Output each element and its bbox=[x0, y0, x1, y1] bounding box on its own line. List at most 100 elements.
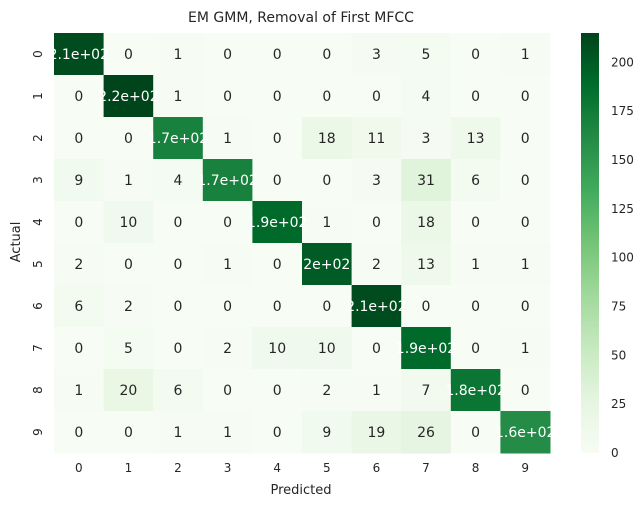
cell-annotation-4-2: 0 bbox=[174, 215, 183, 231]
x-tick-label: 5 bbox=[323, 461, 331, 475]
cell-annotation-0-0: 2.1e+02 bbox=[49, 47, 109, 63]
heatmap-cell-3-5 bbox=[302, 159, 353, 202]
cell-annotation-5-2: 0 bbox=[174, 257, 183, 273]
cell-annotation-2-2: 1.7e+02 bbox=[148, 131, 208, 147]
heatmap-cell-5-6 bbox=[351, 243, 402, 286]
heatmap-cell-6-1 bbox=[103, 285, 154, 328]
heatmap-cell-3-9 bbox=[500, 159, 551, 202]
cell-annotation-6-0: 6 bbox=[74, 299, 83, 315]
heatmap-cell-1-1 bbox=[103, 75, 154, 118]
cell-annotation-8-2: 6 bbox=[174, 383, 183, 399]
x-tick-labels: 0 1 2 3 4 5 6 7 8 9 bbox=[75, 461, 529, 475]
y-tick-label: 6 bbox=[31, 302, 45, 310]
cell-annotation-7-0: 0 bbox=[74, 341, 83, 357]
heatmap-cell-5-7 bbox=[401, 243, 452, 286]
cell-annotation-5-1: 0 bbox=[124, 257, 133, 273]
cell-annotation-8-3: 0 bbox=[223, 383, 232, 399]
cell-annotation-5-6: 2 bbox=[372, 257, 381, 273]
heatmap-cell-4-2 bbox=[153, 201, 204, 244]
cell-annotation-0-4: 0 bbox=[273, 47, 282, 63]
heatmap-cell-6-8 bbox=[450, 285, 501, 328]
y-tick-label: 5 bbox=[31, 260, 45, 268]
heatmap-cell-3-6 bbox=[351, 159, 402, 202]
colorbar-tick-label: 100 bbox=[611, 251, 634, 265]
cell-annotation-3-8: 6 bbox=[471, 173, 480, 189]
cell-annotation-7-9: 1 bbox=[521, 341, 530, 357]
x-tick-label: 6 bbox=[373, 461, 381, 475]
heatmap-cell-6-6 bbox=[351, 285, 402, 328]
colorbar-ticks: 0 25 50 75 100 125 150 175 200 bbox=[611, 55, 634, 460]
heatmap-cell-4-8 bbox=[450, 201, 501, 244]
cell-annotation-0-2: 1 bbox=[174, 47, 183, 63]
x-tick-label: 9 bbox=[521, 461, 529, 475]
cell-annotation-4-4: 1.9e+02 bbox=[247, 215, 307, 231]
cell-annotation-4-5: 1 bbox=[322, 215, 331, 231]
heatmap-cell-2-2 bbox=[153, 117, 204, 160]
cell-annotation-1-2: 1 bbox=[174, 89, 183, 105]
heatmap-cell-9-1 bbox=[103, 411, 154, 454]
colorbar-tick-label: 125 bbox=[611, 202, 634, 216]
cell-annotation-5-0: 2 bbox=[74, 257, 83, 273]
cell-annotation-3-9: 0 bbox=[521, 173, 530, 189]
heatmap-cell-0-4 bbox=[252, 33, 303, 76]
heatmap-cell-3-1 bbox=[103, 159, 154, 202]
heatmap-cell-4-3 bbox=[202, 201, 253, 244]
heatmap-cell-4-5 bbox=[302, 201, 353, 244]
cell-annotation-8-1: 20 bbox=[119, 383, 137, 399]
heatmap-cell-1-9 bbox=[500, 75, 551, 118]
heatmap-cell-6-9 bbox=[500, 285, 551, 328]
heatmap-cell-2-8 bbox=[450, 117, 501, 160]
heatmap-cell-9-5 bbox=[302, 411, 353, 454]
cell-annotation-2-7: 3 bbox=[422, 131, 431, 147]
cell-annotation-0-3: 0 bbox=[223, 47, 232, 63]
y-tick-label: 4 bbox=[31, 218, 45, 226]
cell-annotation-2-9: 0 bbox=[521, 131, 530, 147]
cell-annotation-3-2: 4 bbox=[174, 173, 183, 189]
colorbar-tick-label: 50 bbox=[611, 348, 626, 362]
cell-annotation-8-4: 0 bbox=[273, 383, 282, 399]
cell-annotation-9-6: 19 bbox=[367, 425, 385, 441]
heatmap-cell-8-4 bbox=[252, 369, 303, 412]
heatmap-cell-0-0 bbox=[54, 33, 105, 76]
heatmap-cell-7-1 bbox=[103, 327, 154, 370]
cell-annotation-0-5: 0 bbox=[322, 47, 331, 63]
cell-annotation-9-5: 9 bbox=[322, 425, 331, 441]
heatmap-cell-2-0 bbox=[54, 117, 105, 160]
y-tick-label: 2 bbox=[31, 134, 45, 142]
heatmap-cell-7-7 bbox=[401, 327, 452, 370]
heatmap-cells bbox=[54, 33, 551, 454]
cell-annotation-5-8: 1 bbox=[471, 257, 480, 273]
colorbar-tick-label: 200 bbox=[611, 55, 634, 69]
cell-annotation-9-9: 1.6e+02 bbox=[495, 425, 555, 441]
heatmap-cell-2-9 bbox=[500, 117, 551, 160]
heatmap-cell-6-0 bbox=[54, 285, 105, 328]
heatmap-cell-3-4 bbox=[252, 159, 303, 202]
heatmap-cell-2-1 bbox=[103, 117, 154, 160]
cell-annotation-7-5: 10 bbox=[318, 341, 336, 357]
heatmap-cell-1-7 bbox=[401, 75, 452, 118]
cell-annotation-3-7: 31 bbox=[417, 173, 435, 189]
heatmap-cell-5-3 bbox=[202, 243, 253, 286]
heatmap-cell-7-8 bbox=[450, 327, 501, 370]
cell-annotation-0-9: 1 bbox=[521, 47, 530, 63]
heatmap-cell-2-5 bbox=[302, 117, 353, 160]
cell-annotation-7-8: 0 bbox=[471, 341, 480, 357]
cell-annotation-3-3: 1.7e+02 bbox=[197, 173, 257, 189]
heatmap-cell-7-5 bbox=[302, 327, 353, 370]
cell-annotation-0-1: 0 bbox=[124, 47, 133, 63]
chart-title: EM GMM, Removal of First MFCC bbox=[188, 10, 414, 26]
cell-annotation-6-1: 2 bbox=[124, 299, 133, 315]
cell-annotation-8-5: 2 bbox=[322, 383, 331, 399]
heatmap-cell-0-2 bbox=[153, 33, 204, 76]
x-tick-label: 7 bbox=[422, 461, 430, 475]
y-tick-label: 3 bbox=[31, 176, 45, 184]
heatmap-cell-1-4 bbox=[252, 75, 303, 118]
heatmap-cell-6-2 bbox=[153, 285, 204, 328]
heatmap-cell-8-3 bbox=[202, 369, 253, 412]
cell-annotation-0-8: 0 bbox=[471, 47, 480, 63]
cell-annotation-1-6: 0 bbox=[372, 89, 381, 105]
heatmap-cell-7-6 bbox=[351, 327, 402, 370]
heatmap-cell-4-7 bbox=[401, 201, 452, 244]
cell-annotation-0-7: 5 bbox=[422, 47, 431, 63]
heatmap-cell-8-9 bbox=[500, 369, 551, 412]
